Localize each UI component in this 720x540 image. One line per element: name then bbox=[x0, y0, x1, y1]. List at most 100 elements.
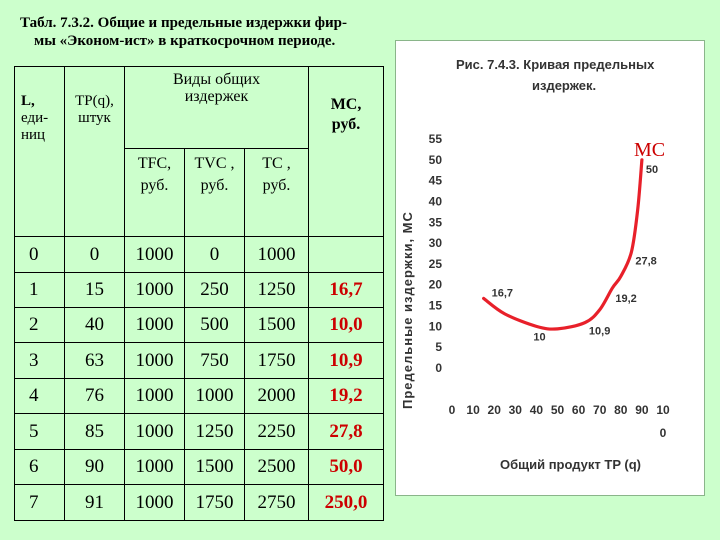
cell-TC: 2000 bbox=[243, 378, 310, 414]
cell-TVC: 0 bbox=[184, 236, 245, 273]
cell-L: 6 bbox=[14, 449, 65, 485]
header-MC-line-1: MC, bbox=[330, 96, 362, 113]
cell-TVC: 1750 bbox=[184, 484, 245, 521]
mc-curve-line bbox=[482, 158, 644, 331]
x-tick-label: 60 bbox=[572, 403, 586, 417]
y-tick-label: 55 bbox=[429, 132, 443, 146]
header-cost-types: Виды общих издержек bbox=[123, 66, 310, 149]
cell-MC: 250,0 bbox=[308, 484, 385, 521]
table-row: 1 15 1000 250 1250 16,7 bbox=[14, 272, 385, 308]
cell-TP: 85 bbox=[64, 413, 125, 450]
data-label: 19,2 bbox=[615, 293, 636, 305]
x-tick-label: 0 bbox=[449, 403, 456, 417]
x-tick-label: 50 bbox=[551, 403, 565, 417]
cell-MC: 10,0 bbox=[308, 307, 385, 343]
header-MC-line-2: руб. bbox=[331, 116, 361, 133]
cell-TC: 2250 bbox=[243, 413, 310, 450]
x-tick-label: 20 bbox=[488, 403, 502, 417]
x-tick-label: 30 bbox=[509, 403, 523, 417]
header-L-line-1: L, bbox=[21, 93, 35, 109]
cell-MC: 27,8 bbox=[308, 413, 385, 450]
table-row: 4 76 1000 1000 2000 19,2 bbox=[14, 378, 385, 414]
cell-MC: 10,9 bbox=[308, 342, 385, 379]
cell-TVC: 1000 bbox=[184, 378, 245, 414]
header-TC-line-1: TC , bbox=[262, 155, 291, 172]
header-TVC-line-1: TVC , bbox=[194, 155, 235, 172]
cell-MC: 50,0 bbox=[308, 449, 385, 485]
header-L-line-3: ниц bbox=[21, 127, 46, 143]
caption-line-1: Табл. 7.3.2. Общие и предельные издержки… bbox=[20, 15, 348, 31]
y-tick-label: 10 bbox=[429, 319, 443, 333]
x-tick-label: 90 bbox=[635, 403, 649, 417]
header-group-line-2: издержек bbox=[184, 88, 249, 105]
chart-title-line-1: Рис. 7.4.3. Кривая предельных bbox=[456, 57, 655, 72]
data-label: 10 bbox=[533, 331, 545, 343]
chart-title-line-2: издержек. bbox=[532, 78, 597, 93]
cell-TP: 76 bbox=[64, 378, 125, 414]
header-L: L, еди- ниц bbox=[14, 66, 65, 237]
x-tick-label: 80 bbox=[614, 403, 628, 417]
header-TP-line-1: TP(q), bbox=[75, 93, 114, 109]
header-TVC-line-2: руб. bbox=[200, 177, 229, 194]
x-tick-label: 0 bbox=[660, 426, 667, 440]
cell-L: 1 bbox=[14, 272, 65, 308]
cell-TFC: 1000 bbox=[124, 236, 185, 273]
y-tick-label: 25 bbox=[429, 257, 443, 271]
header-TVC: TVC , руб. bbox=[184, 148, 245, 237]
mc-chart: Рис. 7.4.3. Кривая предельных издержек. … bbox=[395, 40, 705, 496]
y-tick-label: 20 bbox=[429, 278, 443, 292]
cell-TFC: 1000 bbox=[124, 378, 185, 414]
y-tick-label: 45 bbox=[429, 174, 443, 188]
cell-MC: 19,2 bbox=[308, 378, 385, 414]
cell-TP: 63 bbox=[64, 342, 125, 379]
cell-TP: 15 bbox=[64, 272, 125, 308]
table-row: 2 40 1000 500 1500 10,0 bbox=[14, 307, 385, 343]
cell-TVC: 1250 bbox=[184, 413, 245, 450]
header-TC: TC , руб. bbox=[243, 148, 310, 237]
cell-MC bbox=[308, 236, 385, 273]
table-row: 7 91 1000 1750 2750 250,0 bbox=[14, 484, 385, 521]
cell-TP: 91 bbox=[64, 484, 125, 521]
header-TC-line-2: руб. bbox=[262, 177, 291, 194]
table-row: 5 85 1000 1250 2250 27,8 bbox=[14, 413, 385, 450]
header-TFC: TFC, руб. bbox=[124, 148, 185, 237]
data-label: 50 bbox=[646, 164, 658, 176]
cell-TC: 1250 bbox=[243, 272, 310, 308]
cell-L: 0 bbox=[14, 236, 65, 273]
mc-plot: 0 5 10 15 20 25 30 35 40 45 50 55 0 10 20 30 40 50 60 70 80 9… bbox=[429, 132, 670, 440]
y-tick-label: 40 bbox=[429, 194, 443, 208]
cell-TP: 90 bbox=[64, 449, 125, 485]
cell-MC: 16,7 bbox=[308, 272, 385, 308]
x-tick-label: 10 bbox=[656, 403, 670, 417]
cell-TFC: 1000 bbox=[124, 272, 185, 308]
table-row: 0 0 1000 0 1000 bbox=[14, 236, 385, 273]
cell-TC: 2750 bbox=[243, 484, 310, 521]
cell-TP: 40 bbox=[64, 307, 125, 343]
x-axis-label: Общий продукт TP (q) bbox=[500, 457, 641, 472]
y-tick-label: 0 bbox=[435, 361, 442, 375]
cell-TVC: 500 bbox=[184, 307, 245, 343]
data-label: 16,7 bbox=[492, 287, 513, 299]
y-tick-label: 35 bbox=[429, 215, 443, 229]
cell-TC: 1000 bbox=[243, 236, 310, 273]
costs-table: L, еди- ниц TP(q), штук Виды общих издер… bbox=[14, 66, 385, 521]
x-tick-label: 10 bbox=[466, 403, 480, 417]
cell-TVC: 1500 bbox=[184, 449, 245, 485]
y-tick-label: 30 bbox=[429, 236, 443, 250]
cell-L: 2 bbox=[14, 307, 65, 343]
cell-L: 4 bbox=[14, 378, 65, 414]
y-tick-label: 50 bbox=[429, 153, 443, 167]
cell-L: 5 bbox=[14, 413, 65, 450]
cell-TC: 1500 bbox=[243, 307, 310, 343]
table-caption: Табл. 7.3.2. Общие и предельные издержки… bbox=[20, 14, 380, 50]
cell-L: 3 bbox=[14, 342, 65, 379]
header-TFC-line-1: TFC, bbox=[137, 155, 172, 172]
header-TP: TP(q), штук bbox=[64, 66, 125, 237]
header-MC: MC, руб. bbox=[308, 66, 385, 237]
cell-TC: 2500 bbox=[243, 449, 310, 485]
y-tick-label: 5 bbox=[435, 340, 442, 354]
header-L-line-2: еди- bbox=[21, 110, 49, 126]
y-tick-label: 15 bbox=[429, 299, 443, 313]
table-row: 3 63 1000 750 1750 10,9 bbox=[14, 342, 385, 379]
cell-TFC: 1000 bbox=[124, 342, 185, 379]
